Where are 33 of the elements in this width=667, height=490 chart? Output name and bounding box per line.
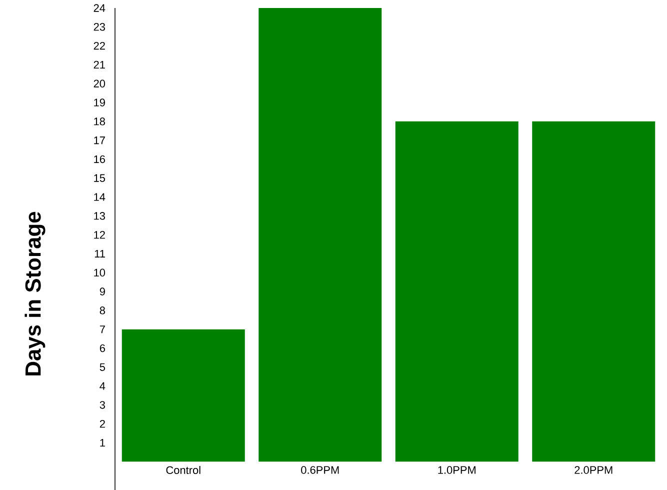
y-tick-label: 11 [94,250,105,258]
y-tick-label: 1 [100,438,105,446]
y-tick-label: 14 [94,193,106,201]
y-tick-label: 15 [94,174,106,182]
bar [532,121,656,462]
y-tick-label: 2 [100,420,105,428]
y-axis-title: Days in Storage [24,212,46,376]
y-tick-label: 10 [94,268,106,276]
y-tick-label: 22 [94,42,105,50]
y-tick-label: 13 [94,212,105,220]
y-tick-label: 17 [94,136,105,144]
bar [258,8,382,462]
y-tick-label: 9 [100,287,105,296]
y-tick-label: 3 [100,400,105,409]
y-tick-label: 21 [94,60,105,68]
x-tick-label: 2.0PPM [574,466,612,474]
y-tick-label: 6 [100,344,105,352]
y-tick-label: 20 [94,80,106,88]
bar [122,329,245,462]
y-tick-label: 16 [94,155,105,163]
y-tick-label: 12 [94,230,105,238]
x-tick-label: 0.6PPM [301,466,339,474]
x-tick-label: Control [166,466,200,474]
bar [395,121,518,462]
y-tick-label: 24 [94,4,106,12]
y-tick-label: 23 [94,22,105,31]
y-tick-label: 7 [100,325,105,333]
y-tick-label: 8 [100,306,105,314]
y-tick-label: 5 [100,363,106,371]
y-tick-label: 4 [100,382,106,390]
y-tick-label: 18 [94,117,105,126]
x-tick-label: 1.0PPM [438,466,476,474]
y-tick-label: 19 [94,98,105,106]
